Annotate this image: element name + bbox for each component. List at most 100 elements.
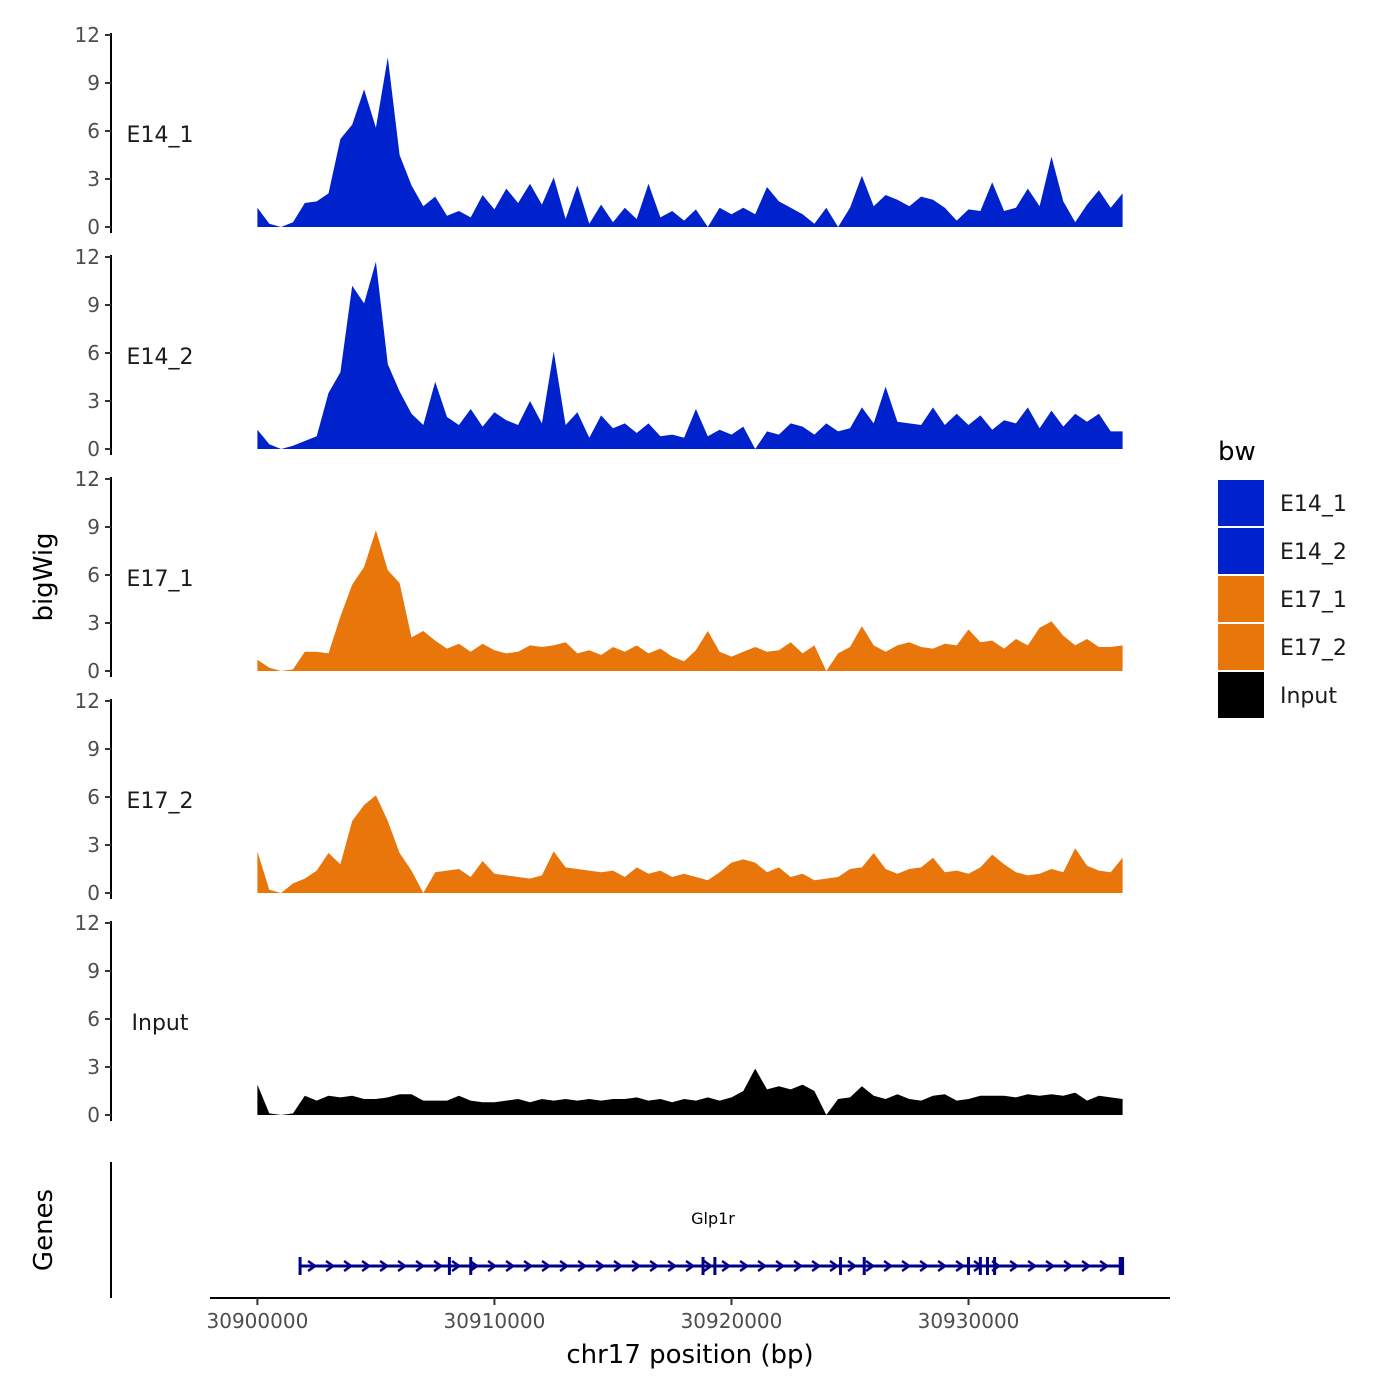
track-label: E17_2 (127, 789, 194, 814)
x-tick-label: 30930000 (918, 1309, 1020, 1333)
strand-arrow (1081, 1259, 1092, 1273)
strand-arrow (1099, 1259, 1110, 1273)
y-tick-label: 0 (87, 1103, 100, 1127)
strand-arrow (325, 1259, 336, 1273)
strand-arrow (919, 1259, 930, 1273)
coverage-tracks: 0 3 6 9 12 E14_1 0 3 6 9 12 E14_2 0 3 6 9 12 E17_1 0 3 6 9 12 E… (75, 23, 1123, 1127)
strand-arrow (361, 1259, 372, 1273)
coverage-area-input (257, 1068, 1123, 1115)
y-tick-label: 9 (87, 959, 100, 983)
strand-arrow (721, 1259, 732, 1273)
y-tick-label: 3 (87, 833, 100, 857)
strand-arrow (901, 1259, 912, 1273)
strand-arrow (703, 1259, 714, 1273)
strand-arrow (1027, 1259, 1038, 1273)
legend-swatch (1218, 576, 1264, 622)
y-tick-label: 6 (87, 785, 100, 809)
legend-item-e17_1: E17_1 (1218, 576, 1347, 622)
y-tick-label: 12 (75, 911, 100, 935)
strand-arrow (343, 1259, 354, 1273)
y-tick-label: 0 (87, 659, 100, 683)
legend-swatch (1218, 672, 1264, 718)
gene-track-panel: Genes Glp1r (29, 1162, 1125, 1298)
legend-label: E14_2 (1280, 540, 1347, 565)
strand-arrow (523, 1259, 534, 1273)
y-tick-label: 0 (87, 437, 100, 461)
y-axis-title: bigWig (29, 532, 59, 621)
x-tick-label: 30910000 (444, 1309, 546, 1333)
strand-arrow (865, 1259, 876, 1273)
legend-item-input: Input (1218, 672, 1337, 718)
y-tick-label: 0 (87, 215, 100, 239)
y-tick-label: 6 (87, 1007, 100, 1031)
track-label: E17_1 (127, 567, 194, 592)
legend: bw E14_1 E14_2 E17_1 E17_2 Input (1218, 437, 1347, 718)
strand-arrow (1063, 1259, 1074, 1273)
strand-arrow (631, 1259, 642, 1273)
strand-arrow (469, 1259, 480, 1273)
strand-arrow (667, 1259, 678, 1273)
x-tick-label: 30920000 (681, 1309, 783, 1333)
strand-arrow (685, 1259, 696, 1273)
y-tick-label: 9 (87, 737, 100, 761)
x-axis: 30900000 30910000 30920000 30930000 (207, 1297, 1170, 1333)
coverage-area-e14_1 (257, 57, 1123, 228)
track-e17_1: 0 3 6 9 12 E17_1 (75, 467, 1123, 683)
strand-arrow (649, 1259, 660, 1273)
strand-arrow (847, 1259, 858, 1273)
y-tick-label: 12 (75, 23, 100, 47)
y-tick-label: 3 (87, 167, 100, 191)
strand-arrow (775, 1259, 786, 1273)
legend-swatch (1218, 624, 1264, 670)
strand-arrow (577, 1259, 588, 1273)
y-tick-label: 6 (87, 563, 100, 587)
strand-arrow (883, 1259, 894, 1273)
y-tick-label: 9 (87, 515, 100, 539)
y-tick-label: 9 (87, 293, 100, 317)
track-e17_2: 0 3 6 9 12 E17_2 (75, 689, 1123, 905)
y-tick-label: 6 (87, 119, 100, 143)
strand-arrow (757, 1259, 768, 1273)
coverage-area-e17_2 (257, 795, 1123, 893)
strand-arrow (559, 1259, 570, 1273)
x-tick-label: 30900000 (207, 1309, 309, 1333)
legend-item-e14_2: E14_2 (1218, 528, 1347, 574)
legend-item-e17_2: E17_2 (1218, 624, 1347, 670)
strand-arrow (451, 1259, 462, 1273)
legend-item-e14_1: E14_1 (1218, 480, 1347, 526)
strand-arrow (541, 1259, 552, 1273)
strand-arrow (397, 1259, 408, 1273)
strand-arrow (487, 1259, 498, 1273)
strand-arrow (379, 1259, 390, 1273)
strand-arrow (1009, 1259, 1020, 1273)
legend-swatch (1218, 528, 1264, 574)
strand-arrow (739, 1259, 750, 1273)
track-input: 0 3 6 9 12 Input (75, 911, 1123, 1127)
y-tick-label: 3 (87, 611, 100, 635)
coverage-area-e14_2 (257, 261, 1123, 449)
strand-arrow (829, 1259, 840, 1273)
legend-label: E17_1 (1280, 588, 1347, 613)
x-axis-title: chr17 position (bp) (566, 1340, 813, 1370)
track-label: E14_1 (127, 123, 194, 148)
y-tick-label: 12 (75, 689, 100, 713)
strand-arrow (595, 1259, 606, 1273)
track-e14_2: 0 3 6 9 12 E14_2 (75, 245, 1123, 461)
track-label: Input (132, 1011, 189, 1036)
legend-label: E14_1 (1280, 492, 1347, 517)
strand-arrow (937, 1259, 948, 1273)
strand-arrow (415, 1259, 426, 1273)
y-tick-label: 0 (87, 881, 100, 905)
track-e14_1: 0 3 6 9 12 E14_1 (75, 23, 1123, 239)
coverage-area-e17_1 (257, 530, 1123, 671)
strand-arrow (793, 1259, 804, 1273)
legend-label: E17_2 (1280, 636, 1347, 661)
y-tick-label: 9 (87, 71, 100, 95)
y-tick-label: 6 (87, 341, 100, 365)
legend-swatch (1218, 480, 1264, 526)
y-tick-label: 12 (75, 245, 100, 269)
strand-arrow (307, 1259, 318, 1273)
strand-arrow (505, 1259, 516, 1273)
strand-arrow (1045, 1259, 1056, 1273)
y-tick-label: 3 (87, 1055, 100, 1079)
